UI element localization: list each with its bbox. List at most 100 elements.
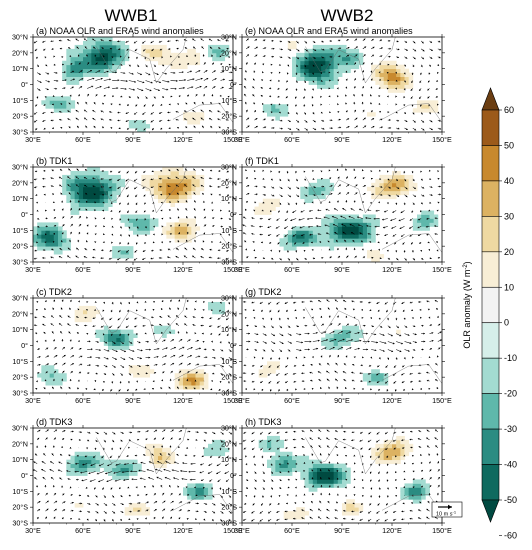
olr-cell — [292, 40, 297, 46]
wind-vector-head — [93, 125, 96, 128]
olr-cell — [358, 56, 364, 62]
olr-cell — [354, 234, 360, 239]
olr-cell — [191, 377, 196, 382]
wind-vector-head — [170, 516, 172, 519]
wind-vector-head — [69, 379, 72, 381]
wind-vector-head — [371, 256, 374, 259]
wind-vector-head — [219, 55, 222, 58]
olr-cell — [296, 68, 301, 74]
wind-vector-head — [185, 208, 188, 211]
wind-vector-head — [245, 208, 247, 211]
wind-vector-head — [45, 209, 47, 212]
wind-vector-head — [217, 249, 220, 252]
olr-cell — [412, 186, 418, 192]
olr-cell — [392, 60, 397, 66]
olr-cell — [325, 72, 330, 77]
wind-vector-head — [195, 438, 198, 441]
olr-cell — [87, 198, 92, 204]
olr-cell — [387, 186, 393, 192]
olr-cell — [383, 182, 389, 188]
wind-vector-head — [67, 315, 70, 318]
wind-vector-head — [205, 356, 208, 359]
olr-cell — [292, 72, 297, 77]
olr-cell — [170, 198, 176, 204]
olr-cell — [133, 226, 138, 231]
wind-vector-head — [160, 484, 163, 487]
olr-cell — [70, 52, 76, 58]
wind-vector-head — [430, 49, 433, 51]
olr-cell — [279, 112, 285, 117]
wind-vector-head — [109, 186, 112, 189]
wind-vector-head — [437, 64, 440, 66]
olr-cell — [78, 170, 84, 176]
olr-cell — [112, 194, 117, 200]
wind-vector-head — [67, 110, 70, 113]
wind-vector-head — [294, 242, 297, 245]
wind-vector-head — [56, 79, 59, 82]
olr-cell — [178, 182, 184, 188]
olr-cell — [387, 72, 393, 77]
wind-vector-head — [35, 170, 37, 173]
wind-vector-head — [347, 184, 350, 187]
olr-cell — [124, 48, 130, 54]
wind-vector-head — [188, 501, 191, 504]
wind-vector-head — [204, 348, 207, 351]
olr-cell — [170, 226, 176, 231]
olr-cell — [387, 64, 393, 70]
wind-vector-head — [337, 111, 340, 114]
wind-vector-head — [160, 387, 163, 390]
olr-cell — [66, 52, 71, 58]
wind-vector-head — [163, 508, 166, 511]
olr-cell — [325, 52, 330, 58]
wind-vector-head — [439, 127, 442, 130]
wind-vector-head — [150, 178, 153, 181]
olr-cell — [325, 218, 330, 223]
wind-vector-head — [121, 503, 124, 506]
olr-cell — [425, 218, 430, 223]
wind-vector-head — [227, 194, 230, 196]
wind-vector-head — [75, 38, 78, 41]
wind-vector-head — [36, 209, 39, 212]
wind-vector-head — [120, 495, 123, 497]
olr-cell — [191, 52, 196, 58]
olr-cell — [379, 254, 385, 259]
wind-vector-head — [63, 71, 66, 74]
wind-vector-head — [367, 209, 370, 212]
olr-cell — [53, 234, 59, 239]
olr-cell — [267, 112, 272, 117]
olr-cell — [208, 495, 213, 500]
wind-vector-head — [336, 200, 339, 203]
olr-cell — [166, 459, 171, 465]
wind-vector-head — [144, 446, 147, 449]
wind-vector-head — [312, 112, 315, 115]
olr-cell — [74, 459, 80, 465]
wind-vector-head — [130, 470, 132, 473]
olr-cell — [417, 226, 422, 231]
olr-cell — [321, 64, 326, 70]
wind-vector-head — [118, 455, 121, 458]
olr-cell — [187, 190, 192, 196]
wind-vector-head — [135, 203, 138, 205]
olr-cell — [78, 182, 84, 188]
wind-vector-head — [68, 386, 71, 389]
x-tick-label: 90°E — [125, 526, 141, 535]
wind-vector-head — [94, 308, 97, 311]
wind-vector-head — [37, 64, 39, 67]
olr-cell — [321, 230, 326, 235]
wind-vector-head — [83, 176, 86, 179]
wind-vector-head — [352, 239, 355, 242]
wind-vector-head — [143, 128, 146, 131]
olr-cell — [124, 507, 130, 512]
olr-cell — [74, 60, 80, 66]
wind-vector-head — [185, 126, 188, 129]
olr-cell — [158, 459, 163, 465]
olr-cell — [317, 230, 322, 235]
olr-cell — [78, 471, 84, 476]
olr-cell — [342, 230, 347, 235]
wind-vector-head — [305, 128, 308, 131]
olr-cell — [162, 463, 167, 468]
olr-cell — [199, 373, 205, 378]
wind-vector-head — [305, 186, 308, 189]
wind-vector-head — [58, 176, 61, 179]
wind-vector-head — [42, 256, 44, 259]
